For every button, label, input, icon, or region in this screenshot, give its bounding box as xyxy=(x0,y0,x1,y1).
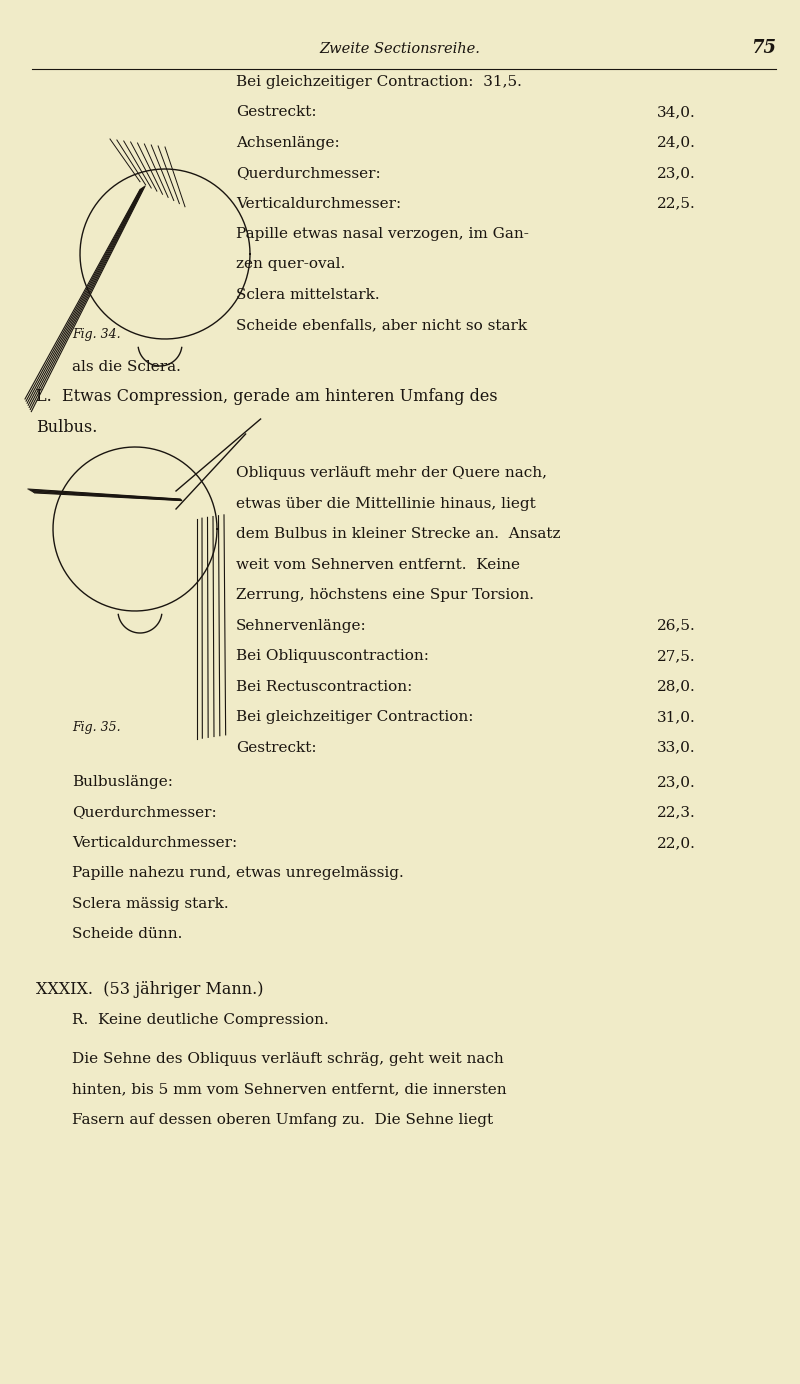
Text: Zweite Sectionsreihe.: Zweite Sectionsreihe. xyxy=(319,42,481,55)
Text: Verticaldurchmesser:: Verticaldurchmesser: xyxy=(72,836,238,850)
Text: Querdurchmesser:: Querdurchmesser: xyxy=(72,805,217,819)
Text: Bulbuslänge:: Bulbuslänge: xyxy=(72,775,173,789)
Text: Scheide ebenfalls, aber nicht so stark: Scheide ebenfalls, aber nicht so stark xyxy=(236,318,527,332)
Text: Gestreckt:: Gestreckt: xyxy=(236,105,317,119)
Text: 33,0.: 33,0. xyxy=(658,740,696,754)
Text: 23,0.: 23,0. xyxy=(658,775,696,789)
Text: 22,3.: 22,3. xyxy=(658,805,696,819)
Text: Obliquus verläuft mehr der Quere nach,: Obliquus verläuft mehr der Quere nach, xyxy=(236,466,547,480)
Text: Fig. 35.: Fig. 35. xyxy=(72,721,121,734)
Text: 34,0.: 34,0. xyxy=(658,105,696,119)
Text: Sehnervenlänge:: Sehnervenlänge: xyxy=(236,619,366,632)
Text: hinten, bis 5 mm vom Sehnerven entfernt, die innersten: hinten, bis 5 mm vom Sehnerven entfernt,… xyxy=(72,1082,506,1096)
Text: Bei Rectuscontraction:: Bei Rectuscontraction: xyxy=(236,680,412,693)
Text: Zerrung, höchstens eine Spur Torsion.: Zerrung, höchstens eine Spur Torsion. xyxy=(236,588,534,602)
Text: 26,5.: 26,5. xyxy=(658,619,696,632)
Text: 31,0.: 31,0. xyxy=(658,710,696,724)
Text: 27,5.: 27,5. xyxy=(658,649,696,663)
Text: 24,0.: 24,0. xyxy=(657,136,696,149)
Text: Fig. 34.: Fig. 34. xyxy=(72,328,121,340)
Text: 28,0.: 28,0. xyxy=(658,680,696,693)
Text: Scheide dünn.: Scheide dünn. xyxy=(72,927,182,941)
Text: Achsenlänge:: Achsenlänge: xyxy=(236,136,340,149)
Text: 22,0.: 22,0. xyxy=(657,836,696,850)
Text: XXXIX.  (53 jähriger Mann.): XXXIX. (53 jähriger Mann.) xyxy=(36,981,263,998)
Text: Bulbus.: Bulbus. xyxy=(36,419,98,436)
Text: Papille etwas nasal verzogen, im Gan-: Papille etwas nasal verzogen, im Gan- xyxy=(236,227,529,241)
Text: Sclera mittelstark.: Sclera mittelstark. xyxy=(236,288,380,302)
Text: Papille nahezu rund, etwas unregelmässig.: Papille nahezu rund, etwas unregelmässig… xyxy=(72,866,404,880)
Text: Bei Obliquuscontraction:: Bei Obliquuscontraction: xyxy=(236,649,429,663)
Text: Gestreckt:: Gestreckt: xyxy=(236,740,317,754)
Text: dem Bulbus in kleiner Strecke an.  Ansatz: dem Bulbus in kleiner Strecke an. Ansatz xyxy=(236,527,561,541)
Text: R.  Keine deutliche Compression.: R. Keine deutliche Compression. xyxy=(72,1013,329,1027)
Text: Fasern auf dessen oberen Umfang zu.  Die Sehne liegt: Fasern auf dessen oberen Umfang zu. Die … xyxy=(72,1113,493,1127)
Text: Verticaldurchmesser:: Verticaldurchmesser: xyxy=(236,197,402,210)
Text: Bei gleichzeitiger Contraction:: Bei gleichzeitiger Contraction: xyxy=(236,710,474,724)
Text: zen quer-oval.: zen quer-oval. xyxy=(236,257,346,271)
Text: 75: 75 xyxy=(751,39,776,57)
Text: Die Sehne des Obliquus verläuft schräg, geht weit nach: Die Sehne des Obliquus verläuft schräg, … xyxy=(72,1052,504,1066)
Text: 23,0.: 23,0. xyxy=(658,166,696,180)
Text: Sclera mässig stark.: Sclera mässig stark. xyxy=(72,897,229,911)
Text: Bei gleichzeitiger Contraction:  31,5.: Bei gleichzeitiger Contraction: 31,5. xyxy=(236,75,522,89)
Text: 22,5.: 22,5. xyxy=(658,197,696,210)
Text: L.  Etwas Compression, gerade am hinteren Umfang des: L. Etwas Compression, gerade am hinteren… xyxy=(36,389,498,406)
Text: weit vom Sehnerven entfernt.  Keine: weit vom Sehnerven entfernt. Keine xyxy=(236,558,520,572)
Text: Querdurchmesser:: Querdurchmesser: xyxy=(236,166,381,180)
Text: etwas über die Mittellinie hinaus, liegt: etwas über die Mittellinie hinaus, liegt xyxy=(236,497,536,511)
Text: als die Sclera.: als die Sclera. xyxy=(72,360,181,374)
